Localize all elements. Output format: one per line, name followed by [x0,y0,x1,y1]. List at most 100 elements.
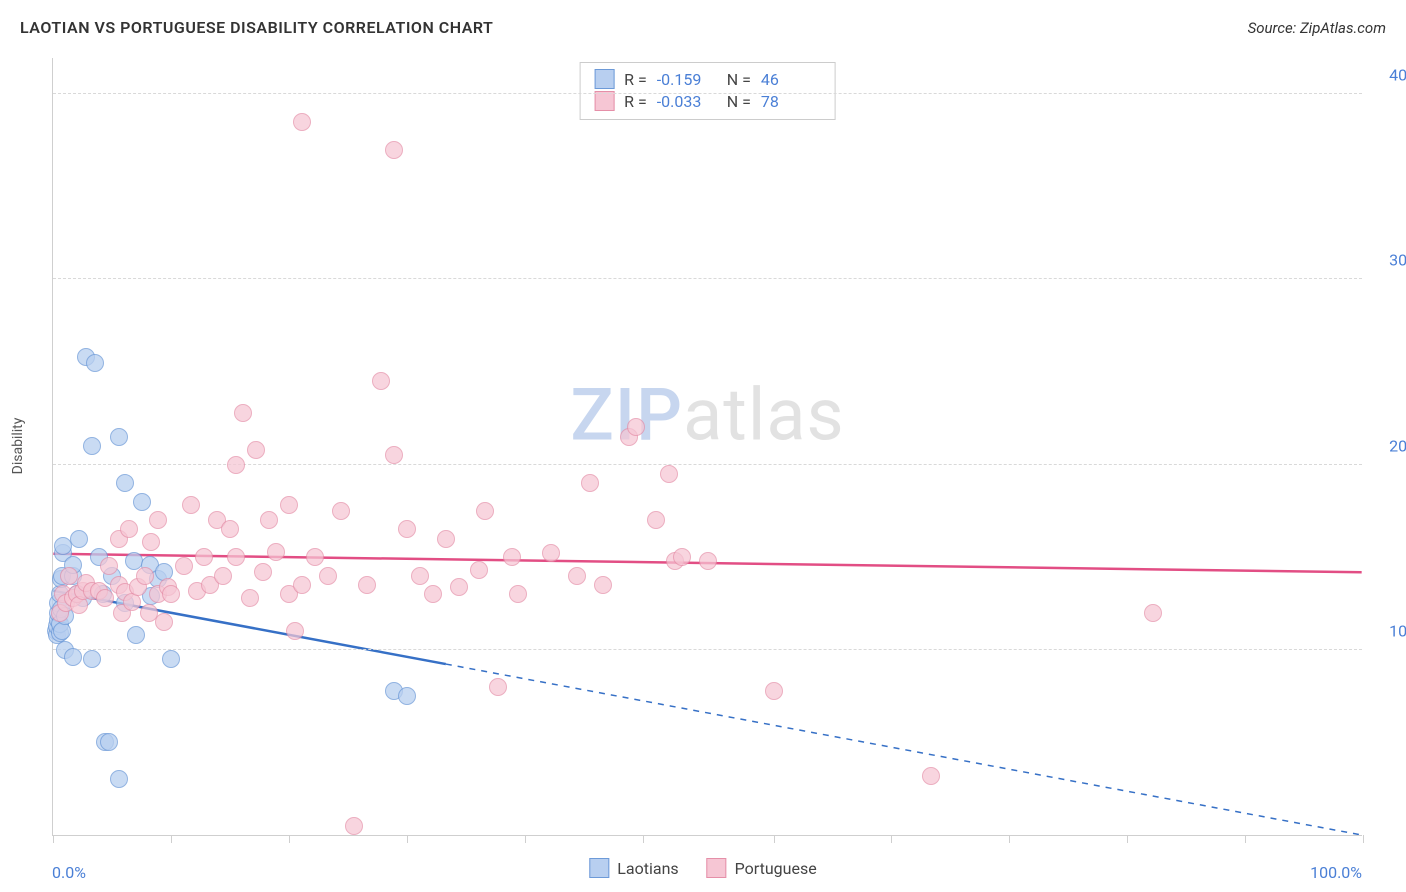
point-laotians [100,733,118,751]
point-portuguese [162,585,180,603]
x-tick [891,835,892,843]
point-laotians [116,474,134,492]
point-laotians [110,770,128,788]
x-tick [1009,835,1010,843]
point-portuguese [221,520,239,538]
point-laotians [162,650,180,668]
series-legend: Laotians Portuguese [589,858,816,878]
point-laotians [398,687,416,705]
x-tick [171,835,172,843]
point-portuguese [358,576,376,594]
point-portuguese [293,113,311,131]
point-portuguese [581,474,599,492]
x-tick [774,835,775,843]
x-tick [1363,835,1364,843]
r-label: R = [624,70,647,89]
point-portuguese [1144,604,1162,622]
point-portuguese [227,548,245,566]
point-portuguese [398,520,416,538]
legend-item-portuguese: Portuguese [707,858,817,878]
point-portuguese [182,496,200,514]
gridline [53,278,1362,279]
gridline [53,93,1362,94]
x-axis-min-label: 0.0% [52,863,86,882]
point-portuguese [385,141,403,159]
x-tick [53,835,54,843]
point-portuguese [673,548,691,566]
point-portuguese [385,446,403,464]
r-value-portuguese: -0.033 [657,92,717,111]
point-laotians [86,354,104,372]
point-portuguese [542,544,560,562]
point-laotians [133,493,151,511]
point-portuguese [142,533,160,551]
gridline [53,649,1362,650]
n-value-laotians: 46 [761,70,821,89]
point-portuguese [568,567,586,585]
x-tick [525,835,526,843]
point-portuguese [319,567,337,585]
point-portuguese [372,372,390,390]
correlation-row-laotians: R = -0.159 N = 46 [594,69,821,89]
x-tick [289,835,290,843]
y-axis-label: Disability [10,418,26,475]
point-portuguese [227,456,245,474]
chart-title: LAOTIAN VS PORTUGUESE DISABILITY CORRELA… [20,18,493,37]
point-portuguese [120,520,138,538]
point-portuguese [332,502,350,520]
plot-area: ZIPatlas R = -0.159 N = 46 R = -0.033 N … [52,58,1362,836]
legend-item-laotians: Laotians [589,858,678,878]
point-portuguese [195,548,213,566]
point-laotians [64,648,82,666]
point-portuguese [450,578,468,596]
chart-header: LAOTIAN VS PORTUGUESE DISABILITY CORRELA… [20,18,1386,37]
swatch-portuguese [707,858,727,878]
point-portuguese [503,548,521,566]
point-portuguese [100,557,118,575]
x-tick [1127,835,1128,843]
x-tick [407,835,408,843]
point-portuguese [922,767,940,785]
point-portuguese [647,511,665,529]
n-label: N = [727,70,751,89]
point-portuguese [470,561,488,579]
y-tick-label: 40.0% [1372,66,1406,85]
gridline [53,464,1362,465]
point-portuguese [765,682,783,700]
swatch-laotians [589,858,609,878]
point-portuguese [627,418,645,436]
point-portuguese [286,622,304,640]
point-portuguese [699,552,717,570]
point-portuguese [345,817,363,835]
point-portuguese [247,441,265,459]
point-portuguese [254,563,272,581]
x-tick [1245,835,1246,843]
point-laotians [70,530,88,548]
chart-source: Source: ZipAtlas.com [1248,19,1386,37]
point-portuguese [280,496,298,514]
y-tick-label: 10.0% [1372,621,1406,640]
point-portuguese [267,543,285,561]
point-portuguese [424,585,442,603]
point-portuguese [260,511,278,529]
r-value-laotians: -0.159 [657,70,717,89]
x-axis-max-label: 100.0% [1310,863,1362,882]
point-portuguese [411,567,429,585]
swatch-laotians [594,69,614,89]
y-tick-label: 20.0% [1372,436,1406,455]
point-portuguese [293,576,311,594]
n-label: N = [727,92,751,111]
point-portuguese [306,548,324,566]
watermark-atlas: atlas [683,373,845,458]
point-portuguese [60,567,78,585]
legend-label-portuguese: Portuguese [735,859,817,878]
point-portuguese [437,530,455,548]
point-laotians [110,428,128,446]
point-laotians [127,626,145,644]
watermark: ZIPatlas [570,373,844,458]
r-label: R = [624,92,647,111]
point-portuguese [241,589,259,607]
x-tick [643,835,644,843]
point-portuguese [149,511,167,529]
point-portuguese [214,567,232,585]
